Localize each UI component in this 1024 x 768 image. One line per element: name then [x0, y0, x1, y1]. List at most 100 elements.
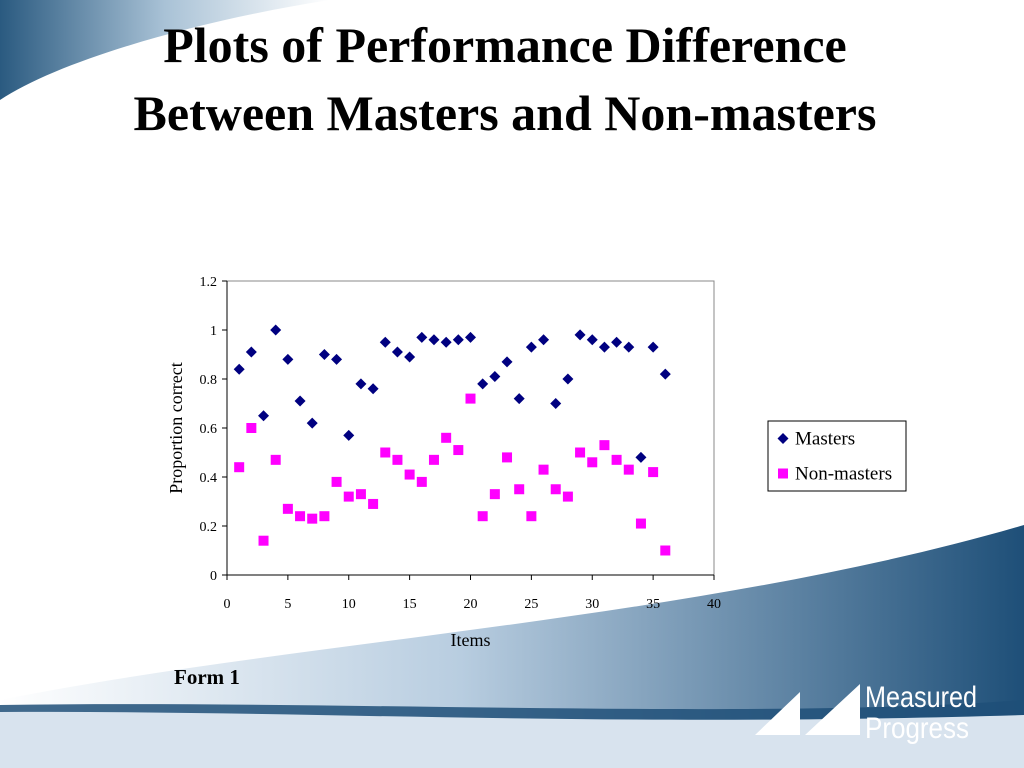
y-tick-label: 0.8: [200, 373, 218, 388]
point: [514, 484, 525, 495]
caption: Form 1: [174, 665, 240, 689]
point: [587, 457, 598, 468]
y-tick-label: 0: [210, 569, 217, 584]
point: [307, 513, 318, 524]
top-swoosh: [0, 0, 330, 100]
y-tick-label: 0.2: [200, 520, 218, 535]
point: [441, 432, 452, 443]
point: [416, 476, 427, 487]
point: [416, 331, 428, 343]
point: [635, 518, 646, 529]
x-tick-label: 30: [585, 597, 599, 612]
point: [380, 447, 391, 458]
point: [586, 334, 598, 346]
logo-sails: [755, 684, 860, 735]
point: [562, 373, 574, 385]
point: [477, 511, 488, 522]
legend-label: Non-masters: [795, 464, 892, 485]
x-tick-label: 15: [403, 597, 417, 612]
y-tick-label: 0.4: [200, 471, 218, 486]
point: [648, 467, 659, 478]
point: [660, 545, 671, 556]
point: [428, 454, 439, 465]
point: [306, 417, 318, 429]
x-tick-label: 20: [464, 597, 478, 612]
point: [526, 511, 537, 522]
point: [319, 511, 330, 522]
point: [343, 429, 355, 441]
point: [379, 336, 391, 348]
point: [575, 447, 586, 458]
point: [550, 484, 561, 495]
point: [538, 464, 549, 475]
point: [270, 454, 281, 465]
y-tick-label: 1: [210, 324, 217, 339]
point: [659, 368, 671, 380]
point: [513, 393, 525, 405]
point: [282, 353, 294, 365]
point: [611, 336, 623, 348]
point: [234, 462, 245, 473]
logo-text: Measured: [865, 681, 977, 714]
logo-text: Progress: [865, 712, 969, 745]
title-line: Between Masters and Non-masters: [134, 85, 877, 141]
x-tick-label: 10: [342, 597, 356, 612]
point: [404, 469, 415, 480]
legend-label: Masters: [795, 429, 855, 450]
point: [465, 331, 476, 343]
point: [623, 464, 634, 475]
point: [501, 356, 513, 368]
point: [489, 489, 500, 500]
point: [598, 341, 610, 353]
y-tick-label: 1.2: [200, 275, 218, 290]
point: [404, 351, 416, 363]
x-tick-label: 25: [524, 597, 538, 612]
y-tick-label: 0.6: [200, 422, 218, 437]
point: [452, 334, 464, 346]
y-axis-label: Proportion correct: [166, 362, 186, 493]
legend-box: [767, 420, 907, 492]
point: [428, 334, 440, 346]
point: [562, 491, 573, 502]
plot-area: [226, 280, 715, 576]
point: [343, 491, 354, 502]
point: [245, 346, 257, 358]
point: [453, 445, 464, 456]
point: [233, 363, 245, 375]
legend-marker: [778, 468, 788, 479]
point: [282, 503, 293, 514]
point: [477, 378, 489, 390]
point: [489, 371, 501, 383]
x-tick-label: 35: [646, 597, 660, 612]
point: [355, 378, 367, 390]
point: [599, 440, 610, 451]
point: [392, 454, 403, 465]
point: [331, 476, 342, 487]
title-line: Plots of Performance Difference: [163, 17, 846, 73]
point: [258, 410, 270, 422]
point: [611, 454, 622, 465]
point: [258, 535, 269, 546]
point: [550, 398, 562, 409]
point: [440, 336, 452, 348]
point: [294, 395, 306, 407]
point: [647, 341, 659, 353]
point: [367, 383, 379, 395]
point: [295, 511, 306, 522]
point: [246, 423, 257, 433]
point: [574, 329, 586, 341]
x-tick-label: 40: [707, 597, 721, 612]
point: [465, 393, 476, 404]
x-tick-label: 0: [224, 597, 231, 612]
point: [355, 489, 366, 500]
point: [368, 498, 379, 509]
point: [623, 341, 635, 353]
point: [538, 334, 550, 346]
point: [318, 349, 330, 360]
legend-marker: [777, 433, 789, 444]
point: [525, 341, 537, 353]
point: [635, 451, 647, 463]
point: [391, 346, 403, 358]
